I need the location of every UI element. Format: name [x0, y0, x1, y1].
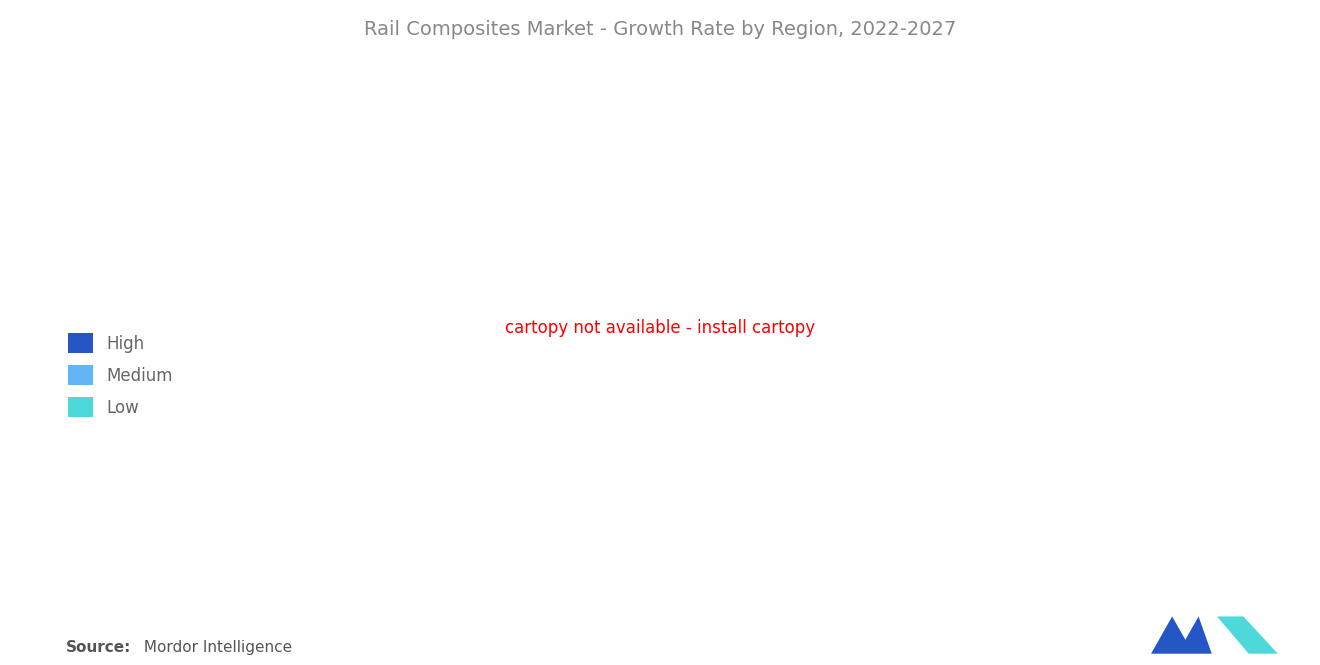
Legend: High, Medium, Low: High, Medium, Low [61, 327, 180, 424]
Text: cartopy not available - install cartopy: cartopy not available - install cartopy [506, 319, 814, 336]
Polygon shape [1217, 616, 1278, 654]
Text: Rail Composites Market - Growth Rate by Region, 2022-2027: Rail Composites Market - Growth Rate by … [364, 20, 956, 39]
Polygon shape [1151, 616, 1212, 654]
Text: Mordor Intelligence: Mordor Intelligence [139, 640, 292, 655]
Text: Source:: Source: [66, 640, 132, 655]
